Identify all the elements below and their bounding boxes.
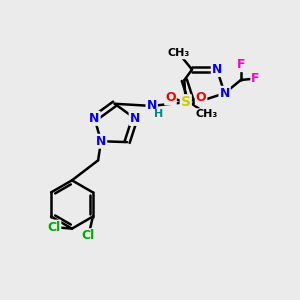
Text: S: S	[181, 95, 191, 109]
Text: CH₃: CH₃	[168, 48, 190, 58]
Text: N: N	[130, 112, 140, 125]
Text: F: F	[251, 72, 260, 85]
Text: CH₃: CH₃	[196, 109, 218, 119]
Text: H: H	[154, 109, 163, 119]
Text: N: N	[89, 112, 100, 125]
Text: Cl: Cl	[47, 220, 60, 234]
Text: N: N	[212, 63, 222, 76]
Text: O: O	[196, 91, 206, 104]
Text: F: F	[237, 58, 245, 71]
Text: Cl: Cl	[82, 229, 95, 242]
Text: N: N	[96, 135, 106, 148]
Text: N: N	[146, 99, 157, 112]
Text: O: O	[165, 91, 176, 104]
Text: N: N	[219, 87, 230, 100]
